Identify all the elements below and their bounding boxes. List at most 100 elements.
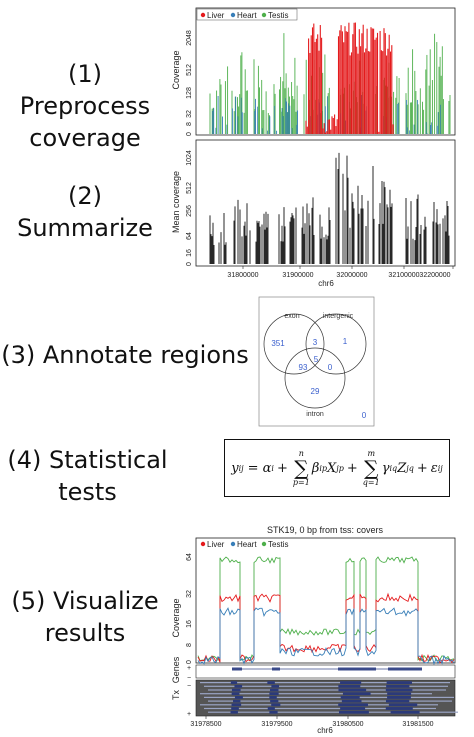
- step-2-label: (2) Summarize: [0, 180, 170, 244]
- tx-strand-plus: +: [187, 711, 191, 718]
- coverage-panel: Coverage 0 8 32 128 512 2048 Liver Heart…: [171, 7, 456, 136]
- tx-exon: [338, 688, 367, 692]
- results-ytick: 16: [186, 620, 193, 628]
- venn-count-intergenic-only: 1: [343, 337, 348, 346]
- tx-exon: [234, 696, 243, 699]
- tx-exon: [388, 703, 418, 707]
- mean-coverage-yticks: 0 16 64 256 512 1024: [186, 150, 193, 266]
- eq-alpha-sub: i: [271, 463, 274, 473]
- eq-z-sub: jq: [406, 463, 414, 473]
- tx-exon: [385, 707, 413, 710]
- venn-exon-circle: [263, 313, 325, 375]
- tx-transcripts: [200, 681, 458, 714]
- tx-transcript: [208, 711, 458, 713]
- coverage-ytick: 512: [186, 64, 193, 76]
- tx-exon: [270, 688, 279, 692]
- step-4-line-1: (4) Statistical: [7, 446, 168, 474]
- results-legend-liver: Liver: [207, 540, 225, 549]
- venn-count-all: 5: [314, 355, 319, 364]
- coverage-ytick: 128: [186, 87, 193, 99]
- legend-testis: Testis: [268, 11, 288, 20]
- venn-count-exon-only: 351: [271, 339, 285, 348]
- coverage-ylabel: Coverage: [171, 50, 181, 89]
- tx-exon: [386, 681, 412, 684]
- venn-label-intron: intron: [306, 411, 324, 418]
- venn-count-intergenic-intron: 0: [328, 363, 333, 372]
- tx-transcript: [208, 700, 452, 702]
- mean-ytick: 64: [186, 232, 193, 240]
- tx-exon: [231, 692, 240, 696]
- tx-exon: [271, 684, 280, 688]
- mean-xtick: 32200000: [419, 272, 450, 279]
- step-1-line-1: (1) Preprocess: [19, 60, 151, 120]
- tx-exon: [230, 681, 238, 684]
- results-yticks: 0 8 16 32 64: [186, 553, 193, 664]
- results-legend-heart: Heart: [237, 540, 257, 549]
- tx-exon: [231, 707, 239, 710]
- legend-heart-dot: [230, 12, 236, 18]
- genes-strand-plus: +: [187, 665, 191, 672]
- tx-exon: [231, 688, 241, 692]
- tx-transcript: [208, 689, 446, 691]
- tx-exon: [267, 707, 275, 710]
- eq-eps-sub: ij: [437, 463, 443, 473]
- mean-xtick: 32000000: [336, 272, 367, 279]
- tx-exon: [338, 684, 361, 688]
- tx-exon: [269, 692, 279, 696]
- tx-exon: [271, 703, 281, 707]
- results-ylabel: Coverage: [171, 598, 181, 637]
- mean-coverage-xticks: 31800000 31900000 32000000 32100000 3220…: [227, 266, 454, 279]
- eq-sum-2-lower: q=1: [362, 478, 380, 487]
- results-xlabel: chr6: [317, 726, 333, 734]
- tx-transcript: [200, 704, 438, 706]
- venn-count-exon-intron: 93: [299, 363, 308, 372]
- mean-coverage-frame: [195, 139, 456, 267]
- tx-transcript: [204, 696, 454, 698]
- tx-exon: [231, 703, 242, 707]
- step-5-line-2: results: [44, 619, 126, 647]
- results-legend: Liver Heart Testis: [200, 540, 288, 549]
- legend-liver: Liver: [207, 11, 225, 20]
- tx-exon: [230, 710, 238, 714]
- gene-exon: [388, 667, 422, 671]
- results-xtick: 31980500: [332, 721, 363, 728]
- eq-lhs: y: [231, 460, 239, 476]
- eq-eps: ε: [430, 460, 438, 476]
- step-5-label: (5) Visualize results: [0, 585, 170, 649]
- gene-exon: [338, 667, 376, 671]
- tx-exon: [340, 681, 362, 684]
- tx-exon: [270, 699, 279, 703]
- mean-ytick: 16: [186, 249, 193, 257]
- step-4-label: (4) Statistical tests: [0, 444, 175, 508]
- mean-coverage-xlabel: chr6: [318, 279, 334, 288]
- step-3-line-1: (3) Annotate regions: [1, 341, 249, 369]
- genes-track-label: Genes: [171, 656, 181, 683]
- venn-count-exon-intergenic: 3: [313, 338, 318, 347]
- results-panel: STK19, 0 bp from tss: covers Coverage 0 …: [171, 525, 458, 734]
- tx-exon: [341, 699, 362, 703]
- results-ytick: 0: [186, 660, 193, 664]
- eq-z: Z: [397, 460, 407, 476]
- results-xticks: 31978500 31979500 31980500 31981500: [190, 716, 434, 728]
- coverage-ytick: 2048: [186, 30, 193, 46]
- results-ytick: 64: [186, 553, 193, 561]
- results-legend-testis: Testis: [268, 540, 288, 549]
- step-5-line-1: (5) Visualize: [11, 587, 159, 615]
- tx-transcript: [200, 693, 432, 695]
- tx-exon: [234, 684, 243, 688]
- mean-coverage-panel: Mean coverage 0 16 64 256 512 1024 31800…: [171, 139, 456, 288]
- tx-track-label: Tx: [171, 690, 181, 700]
- results-xtick: 31979500: [261, 721, 292, 728]
- venn-label-intergenic: intergenic: [323, 313, 354, 320]
- mean-ytick: 0: [186, 262, 193, 266]
- legend-liver-dot: [200, 12, 206, 18]
- results-ytick: 8: [186, 643, 193, 647]
- eq-x: X: [327, 460, 337, 476]
- eq-sum-1-lower: p=1: [292, 478, 310, 487]
- legend-heart: Heart: [237, 11, 257, 20]
- mean-xtick: 31800000: [227, 272, 258, 279]
- results-legend-testis-dot: [261, 541, 267, 547]
- tx-exon: [385, 688, 413, 692]
- coverage-ytick: 32: [186, 110, 193, 118]
